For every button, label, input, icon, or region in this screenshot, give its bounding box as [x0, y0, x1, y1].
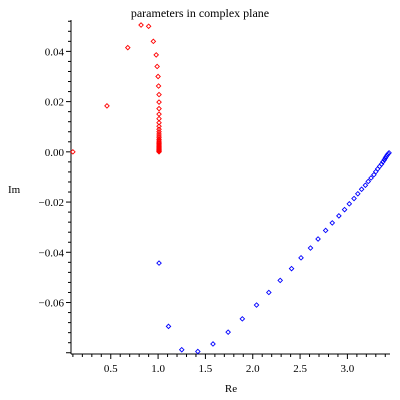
red-data-point [156, 147, 162, 154]
x-tick-label: 0.5 [104, 363, 118, 375]
red-data-point [156, 146, 162, 153]
blue-data-point [329, 220, 336, 226]
blue-data-point [336, 213, 342, 219]
red-data-point [156, 123, 162, 130]
red-data-point [156, 148, 162, 154]
x-axis-label: Re [225, 383, 237, 395]
red-data-point [156, 145, 162, 152]
red-data-point [154, 63, 160, 70]
x-tick-label: 2.0 [246, 363, 260, 375]
red-data-point [156, 105, 162, 112]
blue-data-point [210, 341, 216, 347]
x-tick-label: 1.0 [151, 363, 165, 375]
blue-data-point [266, 289, 272, 296]
red-data-point [150, 38, 157, 45]
x-tick-label: 1.5 [199, 363, 213, 375]
blue-data-point [307, 245, 314, 251]
blue-data-point [381, 157, 388, 163]
tick-group: 0.5 1.0 1.5 2.0 2.5 3.0 0.04 0.02 0.00 −0.02 −0.04… [39, 20, 386, 375]
blue-data-point [165, 323, 172, 330]
y-tick-label: 0.00 [45, 147, 65, 159]
blue-data-point [380, 159, 386, 165]
red-data-point [155, 83, 162, 89]
points-group [70, 22, 392, 355]
red-data-point [155, 73, 161, 80]
axes [70, 20, 390, 355]
blue-data-point [253, 302, 260, 308]
blue-data-point [315, 236, 321, 242]
blue-data-point [365, 178, 372, 185]
blue-data-point [277, 277, 284, 284]
red-data-point [153, 52, 160, 58]
red-data-point [138, 22, 144, 28]
blue-data-point [354, 190, 361, 197]
x-tick-label: 2.5 [293, 363, 307, 375]
red-data-point [70, 149, 76, 155]
blue-data-point [368, 175, 374, 181]
chart-title: parameters in complex plane [131, 6, 269, 20]
y-tick-label: 0.04 [45, 46, 65, 58]
blue-data-point [358, 186, 365, 193]
blue-data-point [341, 206, 348, 213]
blue-data-point [351, 195, 357, 202]
y-axis-label: Im [8, 184, 21, 196]
blue-data-point [225, 329, 231, 335]
y-tick-label: −0.06 [39, 298, 65, 310]
red-data-point [156, 99, 162, 105]
y-tick-label: −0.02 [39, 197, 64, 209]
blue-data-point [288, 265, 295, 272]
y-tick-label: 0.02 [45, 97, 64, 109]
red-data-point [156, 119, 162, 126]
blue-data-point [322, 227, 329, 234]
y-tick-label: −0.04 [39, 247, 65, 259]
blue-data-point [298, 254, 304, 261]
red-data-point [104, 103, 110, 109]
blue-data-point [239, 316, 246, 322]
blue-data-point [362, 182, 369, 189]
blue-data-point [178, 346, 185, 353]
red-data-point [156, 91, 162, 98]
red-data-point [124, 44, 131, 51]
blue-data-point [195, 348, 201, 355]
red-data-point [156, 149, 162, 155]
blue-data-point [156, 260, 162, 266]
blue-data-point [386, 150, 392, 156]
blue-data-point [346, 200, 353, 207]
x-tick-label: 3.0 [341, 363, 355, 375]
red-data-point [145, 23, 152, 30]
red-data-point [156, 111, 162, 118]
